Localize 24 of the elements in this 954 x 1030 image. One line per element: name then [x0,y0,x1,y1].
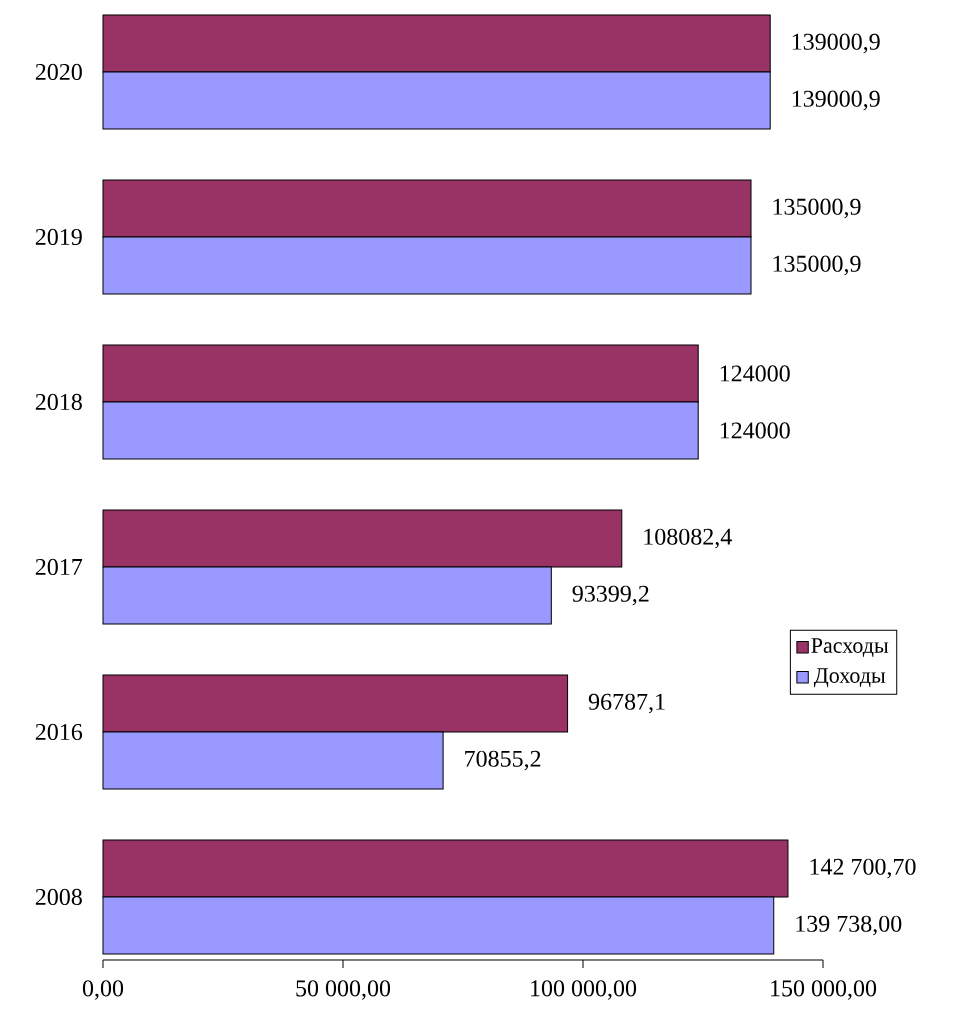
x-tick-label: 100 000,00 [531,980,637,1000]
legend-label: Доходы [813,668,886,688]
data-label: 93399,2 [572,585,649,606]
y-tick-label: 2017 [35,558,83,576]
y-tick-label: 2019 [35,228,82,246]
data-label: 139000,9 [792,90,880,111]
data-label: 139000,9 [792,33,880,54]
data-label: 135000,9 [773,255,861,276]
data-label: 124000 [720,422,790,439]
x-tick-label: 150 000,00 [771,980,877,1000]
x-tick-label: 50 000,00 [296,980,391,1000]
data-label: 139 738,00 [796,915,902,936]
data-label: 142 700,70 [810,858,916,879]
y-tick-label: 2008 [35,888,82,906]
data-label: 108082,4 [644,528,732,549]
data-label: 124000 [720,365,790,382]
y-tick-label: 2020 [35,63,82,81]
legend-label: Расходы [811,638,889,657]
data-label: 96787,1 [588,693,665,714]
data-label: 70855,2 [465,750,541,771]
data-label: 135000,9 [773,198,861,219]
y-tick-label: 2018 [35,393,82,411]
y-tick-label: 2016 [35,723,83,741]
x-tick-label: 0,00 [82,980,124,1000]
